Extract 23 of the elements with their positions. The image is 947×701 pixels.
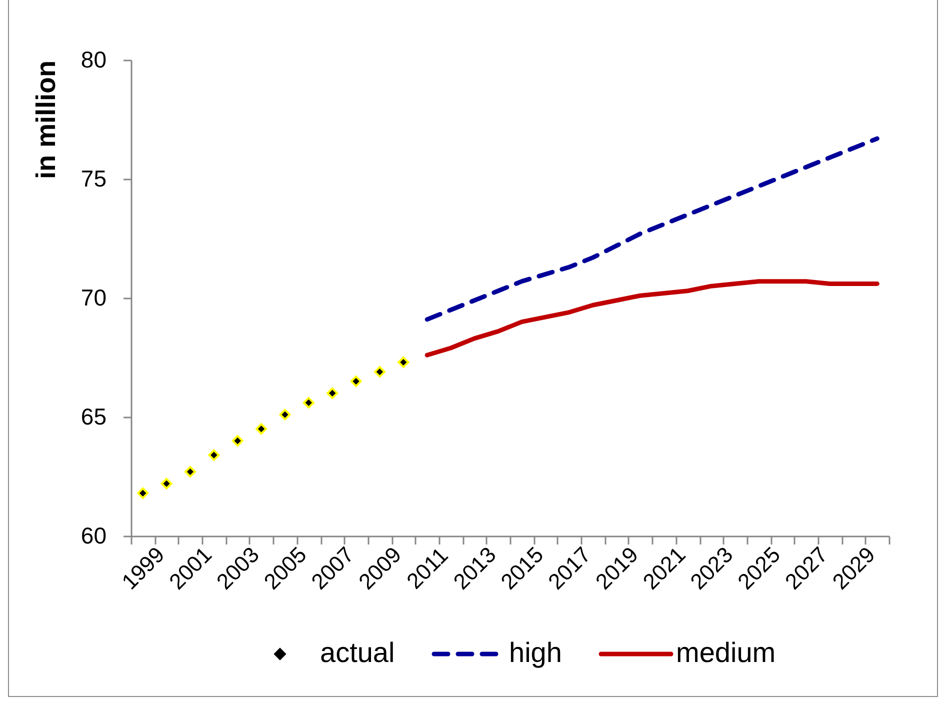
point	[302, 396, 314, 408]
point	[398, 356, 410, 368]
line-series	[424, 279, 880, 358]
point	[184, 466, 196, 478]
y-tick-label: 60	[80, 522, 106, 548]
point	[326, 387, 338, 399]
point	[256, 423, 268, 435]
legend-label: actual	[320, 637, 395, 668]
line-series	[424, 136, 880, 322]
point	[350, 376, 362, 388]
y-axis-title: in million	[30, 60, 61, 179]
point	[137, 487, 149, 499]
y-tick-label: 75	[80, 166, 106, 192]
point	[232, 435, 244, 447]
point	[279, 408, 291, 420]
y-tick-label: 70	[80, 284, 106, 310]
point	[208, 449, 220, 461]
y-tick-label: 80	[80, 46, 106, 72]
point	[160, 478, 172, 490]
point	[374, 366, 386, 378]
legend-label: high	[509, 637, 562, 668]
legend-label: medium	[676, 637, 776, 668]
y-tick-label: 65	[80, 404, 106, 430]
